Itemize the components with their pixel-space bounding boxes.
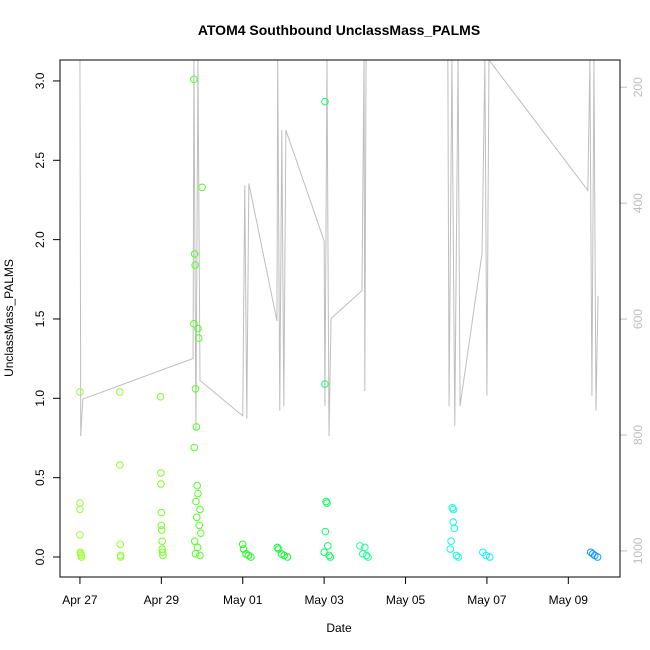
point	[191, 261, 199, 269]
point	[356, 542, 364, 550]
point	[482, 551, 490, 560]
point	[192, 423, 201, 431]
point	[198, 183, 206, 192]
point	[157, 480, 165, 488]
point	[192, 497, 200, 506]
y-tick-label: 3.0	[33, 72, 47, 89]
y2-tick-label: 200	[631, 77, 645, 97]
point	[321, 380, 329, 388]
point	[116, 461, 124, 469]
point	[194, 334, 203, 342]
pressure-line	[79, 60, 599, 437]
point	[159, 551, 167, 560]
point	[195, 521, 203, 530]
y-tick-label: 1.0	[33, 390, 47, 407]
x-tick-label: May 01	[223, 593, 263, 607]
point	[156, 392, 165, 401]
point	[77, 553, 86, 561]
point	[485, 553, 494, 561]
point	[157, 526, 166, 534]
x-tick-label: May 07	[467, 593, 507, 607]
point	[247, 553, 255, 561]
point	[593, 553, 602, 561]
axis-layer: Apr 27 Apr 29 May 01 May 03 May 05 May 07 May …	[33, 72, 645, 607]
chart-title: ATOM4 Southbound UnclassMass_PALMS	[198, 22, 480, 38]
point	[238, 540, 247, 549]
point	[362, 551, 371, 560]
point	[449, 505, 458, 514]
point	[452, 551, 461, 560]
point-layer	[76, 75, 602, 561]
y-tick-label: 1.5	[33, 310, 47, 327]
point	[193, 481, 201, 490]
y2-tick-label: 1000	[631, 537, 645, 564]
point	[450, 524, 459, 533]
point	[321, 527, 330, 536]
point	[190, 537, 199, 545]
line-layer	[79, 60, 599, 437]
point	[364, 553, 372, 561]
point	[448, 504, 457, 512]
y-tick-label: 2.5	[33, 152, 47, 169]
point	[325, 551, 333, 560]
point	[158, 548, 167, 557]
point	[76, 530, 84, 539]
y-tick-label: 0.0	[33, 548, 47, 565]
point	[158, 537, 166, 545]
point	[191, 550, 200, 558]
point	[116, 388, 124, 396]
y-axis-label: UnclassMass_PALMS	[2, 259, 16, 377]
point	[446, 545, 455, 553]
x-tick-label: May 09	[549, 593, 589, 607]
point	[157, 469, 165, 477]
point	[197, 529, 205, 538]
point	[157, 521, 166, 530]
point	[192, 513, 201, 522]
point	[116, 540, 125, 549]
point	[190, 319, 198, 328]
point	[196, 505, 204, 514]
point	[157, 508, 166, 517]
x-tick-label: May 03	[304, 593, 344, 607]
x-tick-label: May 05	[386, 593, 426, 607]
point	[194, 324, 202, 333]
point	[190, 443, 199, 452]
point	[273, 543, 282, 552]
point	[239, 545, 248, 553]
y-tick-label: 2.0	[33, 231, 47, 248]
y2-tick-label: 400	[631, 193, 645, 213]
point	[116, 553, 125, 561]
point	[196, 551, 204, 560]
point	[326, 553, 335, 561]
point	[454, 553, 463, 561]
point	[191, 384, 200, 393]
y2-tick-label: 800	[631, 425, 645, 445]
x-tick-label: Apr 27	[62, 593, 98, 607]
x-axis-label: Date	[326, 621, 352, 635]
y-tick-label: 0.5	[33, 469, 47, 486]
point	[321, 97, 329, 106]
point	[190, 75, 198, 84]
plot-frame	[59, 59, 621, 578]
point	[447, 537, 455, 545]
point	[323, 499, 331, 507]
point	[323, 542, 332, 550]
point	[283, 553, 292, 561]
y2-tick-label: 600	[631, 309, 645, 329]
point	[190, 250, 199, 258]
point	[76, 388, 84, 396]
x-tick-label: Apr 29	[144, 593, 180, 607]
point	[194, 489, 202, 498]
point	[76, 505, 84, 514]
